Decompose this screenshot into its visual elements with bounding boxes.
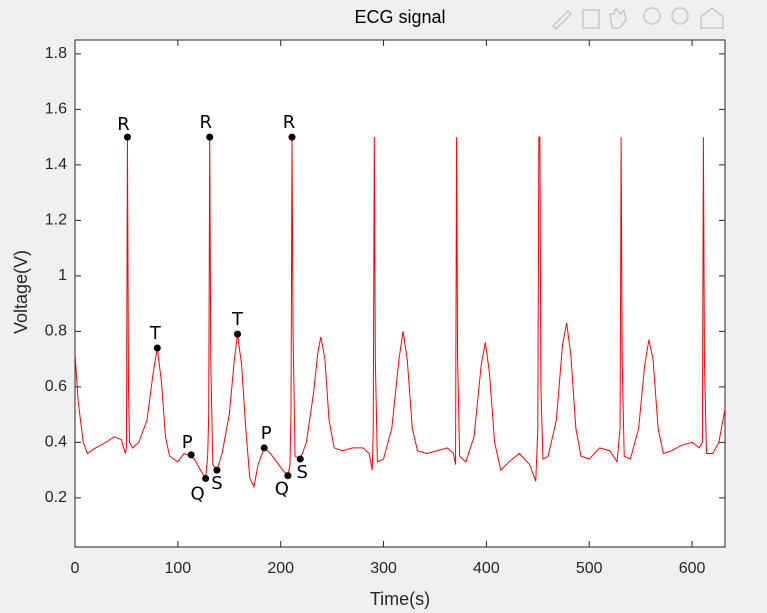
toolbar[interactable] xyxy=(551,6,724,31)
annotation-point xyxy=(123,133,131,141)
legend-icon[interactable] xyxy=(582,9,600,29)
annotation-label: R xyxy=(117,114,130,135)
annotation-point xyxy=(296,455,304,463)
annotation-label: T xyxy=(231,309,244,330)
annotation-point xyxy=(206,133,214,141)
x-tick-label: 600 xyxy=(679,560,706,577)
x-tick-label: 500 xyxy=(576,560,603,577)
signal-line xyxy=(74,136,726,489)
y-axis-label: Voltage(V) xyxy=(11,250,31,334)
x-tick-label: 200 xyxy=(267,560,294,577)
annotation-point xyxy=(213,466,221,474)
annotation-point xyxy=(234,330,241,338)
zoom-in-icon[interactable] xyxy=(643,7,661,25)
x-axis-label: Time(s) xyxy=(370,589,430,609)
y-tick-label: 0.8 xyxy=(45,323,67,340)
y-tick-label: 0.2 xyxy=(45,489,67,506)
x-tick-label: 300 xyxy=(370,560,397,577)
annotation-label: P xyxy=(261,423,272,444)
y-tick-label: 1.8 xyxy=(45,45,67,62)
annotation-point xyxy=(260,444,268,452)
y-tick-label: 0.6 xyxy=(45,378,67,395)
annotation-point xyxy=(202,474,210,482)
annotation-label: S xyxy=(211,473,222,494)
y-tick-label: 1 xyxy=(58,267,67,284)
annotation-point xyxy=(288,133,296,141)
y-tick-label: 0.4 xyxy=(45,434,67,451)
annotation-label: T xyxy=(149,323,162,344)
annotation-label: Q xyxy=(191,483,205,504)
y-tick-label: 1.4 xyxy=(45,156,67,173)
annotation-label: R xyxy=(283,112,296,133)
chart-title: ECG signal xyxy=(354,7,445,27)
y-tick-label: 1.2 xyxy=(45,212,67,229)
x-tick-label: 100 xyxy=(164,560,191,577)
annotation-label: R xyxy=(199,112,212,133)
home-icon[interactable] xyxy=(700,7,724,29)
annotation-label: P xyxy=(182,432,193,453)
pan-icon[interactable] xyxy=(609,6,627,29)
annotation-point xyxy=(284,472,292,480)
annotation-label: Q xyxy=(275,479,289,500)
annotation-label: S xyxy=(297,462,308,483)
x-tick-label: 0 xyxy=(71,560,80,577)
annotation-point xyxy=(153,344,161,352)
annotation-point xyxy=(187,451,195,459)
brush-icon[interactable] xyxy=(551,9,573,31)
zoom-out-icon[interactable] xyxy=(671,7,689,25)
y-tick-label: 1.6 xyxy=(45,101,67,118)
plot-area xyxy=(74,39,726,548)
x-tick-label: 400 xyxy=(473,560,500,577)
